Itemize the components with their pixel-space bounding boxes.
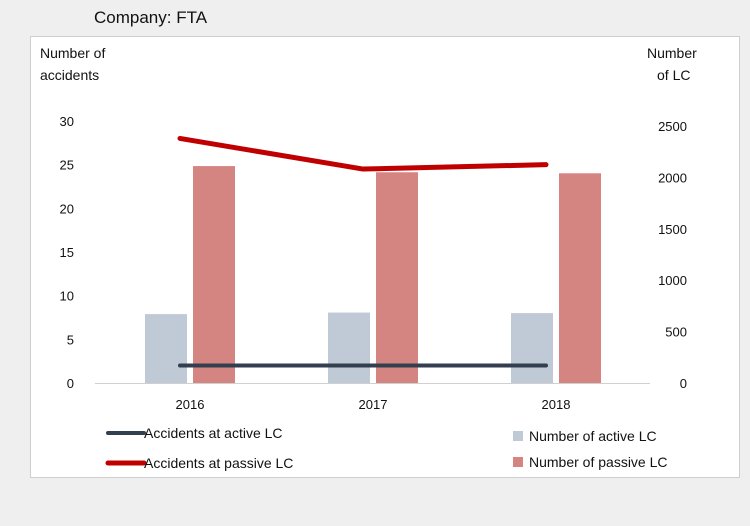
right-tick-label: 2500 xyxy=(658,119,687,134)
left-tick-label: 10 xyxy=(60,289,74,304)
left-axis-title-line: Number of xyxy=(40,45,105,61)
left-tick-label: 20 xyxy=(60,201,74,216)
right-axis-title: Number of LC xyxy=(647,45,697,83)
bar-passive-lc xyxy=(559,173,601,383)
legend-bar-swatch xyxy=(513,431,523,441)
legend-label: Accidents at active LC xyxy=(144,425,283,441)
legend-label: Number of active LC xyxy=(529,428,657,444)
left-tick-label: 30 xyxy=(60,114,74,129)
left-tick-label: 5 xyxy=(67,332,74,347)
right-axis-title-line: of LC xyxy=(657,67,690,83)
right-tick-label: 0 xyxy=(680,376,687,391)
left-axis-title: Number of accidents xyxy=(40,45,105,83)
right-tick-label: 500 xyxy=(665,325,687,340)
right-axis-ticks: 0 500 1000 1500 2000 2500 xyxy=(658,119,687,391)
legend-label: Number of passive LC xyxy=(529,454,668,470)
bar-active-lc xyxy=(328,312,370,383)
bar-active-lc xyxy=(145,314,187,383)
right-axis-title-line: Number xyxy=(647,45,697,61)
line-accidents-passive-lc xyxy=(177,135,549,172)
legend: Accidents at active LC Accidents at passi… xyxy=(105,425,668,471)
left-tick-label: 25 xyxy=(60,158,74,173)
right-tick-label: 1500 xyxy=(658,222,687,237)
chart-title: Company: FTA xyxy=(94,8,208,27)
bar-active-lc xyxy=(511,313,553,383)
right-tick-label: 1000 xyxy=(658,273,687,288)
line-series xyxy=(177,135,549,368)
bar-passive-lc xyxy=(376,172,418,383)
right-tick-label: 2000 xyxy=(658,170,687,185)
left-tick-label: 0 xyxy=(67,376,74,391)
x-tick-label: 2018 xyxy=(542,397,571,412)
bar-passive-lc xyxy=(193,166,235,383)
bar-series xyxy=(145,166,601,383)
left-axis-title-line: accidents xyxy=(40,67,99,83)
x-tick-label: 2017 xyxy=(359,397,388,412)
legend-label: Accidents at passive LC xyxy=(144,455,293,471)
x-tick-label: 2016 xyxy=(176,397,205,412)
legend-bar-swatch xyxy=(513,457,523,467)
left-tick-label: 15 xyxy=(60,245,74,260)
left-axis-ticks: 0 5 10 15 20 25 30 xyxy=(60,114,74,391)
x-axis-ticks: 2016 2017 2018 xyxy=(176,397,571,412)
